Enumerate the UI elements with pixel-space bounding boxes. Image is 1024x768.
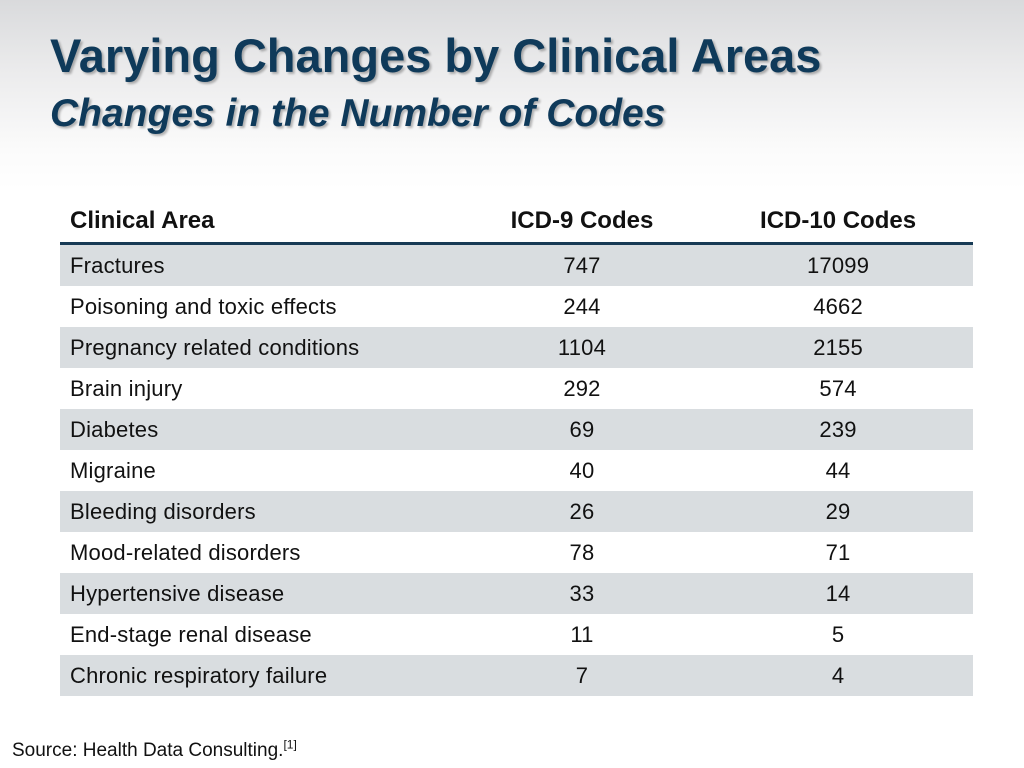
clinical-area-cell: Migraine — [60, 450, 461, 491]
clinical-area-cell: Fractures — [60, 243, 461, 286]
table-body: Fractures 747 17099 Poisoning and toxic … — [60, 243, 973, 696]
header-icd9-codes: ICD-9 Codes — [460, 200, 704, 245]
icd9-cell: 26 — [460, 491, 704, 532]
header-icd10-codes: ICD-10 Codes — [703, 200, 973, 245]
icd10-cell: 4662 — [703, 286, 973, 327]
icd9-cell: 7 — [460, 655, 704, 696]
icd10-cell: 2155 — [703, 327, 973, 368]
clinical-area-cell: Brain injury — [60, 368, 461, 409]
slide-subtitle: Changes in the Number of Codes — [50, 92, 666, 135]
table-row: Brain injury 292 574 — [60, 368, 973, 409]
header-row: Clinical Area ICD-9 Codes ICD-10 Codes — [60, 200, 973, 245]
icd9-cell: 69 — [460, 409, 704, 450]
icd9-cell: 78 — [460, 532, 704, 573]
icd9-cell: 292 — [460, 368, 704, 409]
table-row: Mood-related disorders 78 71 — [60, 532, 973, 573]
icd9-cell: 40 — [460, 450, 704, 491]
table-row: End-stage renal disease 11 5 — [60, 614, 973, 655]
icd9-cell: 1104 — [460, 327, 704, 368]
table-row: Bleeding disorders 26 29 — [60, 491, 973, 532]
clinical-area-cell: Hypertensive disease — [60, 573, 461, 614]
clinical-area-cell: End-stage renal disease — [60, 614, 461, 655]
table-row: Hypertensive disease 33 14 — [60, 573, 973, 614]
clinical-area-cell: Pregnancy related conditions — [60, 327, 461, 368]
table-row: Migraine 40 44 — [60, 450, 973, 491]
header-clinical-area: Clinical Area — [60, 200, 461, 245]
table-row: Pregnancy related conditions 1104 2155 — [60, 327, 973, 368]
icd10-cell: 17099 — [703, 243, 973, 286]
clinical-area-cell: Bleeding disorders — [60, 491, 461, 532]
icd10-cell: 14 — [703, 573, 973, 614]
icd9-cell: 33 — [460, 573, 704, 614]
icd10-cell: 5 — [703, 614, 973, 655]
codes-table: Clinical Area ICD-9 Codes ICD-10 Codes F… — [60, 200, 973, 696]
icd10-cell: 71 — [703, 532, 973, 573]
clinical-area-cell: Chronic respiratory failure — [60, 655, 461, 696]
icd9-cell: 11 — [460, 614, 704, 655]
source-citation: Source: Health Data Consulting.[1] — [12, 737, 297, 762]
icd9-cell: 244 — [460, 286, 704, 327]
icd10-cell: 29 — [703, 491, 973, 532]
table-row: Diabetes 69 239 — [60, 409, 973, 450]
icd10-cell: 44 — [703, 450, 973, 491]
icd10-cell: 239 — [703, 409, 973, 450]
icd10-cell: 4 — [703, 655, 973, 696]
table-row: Chronic respiratory failure 7 4 — [60, 655, 973, 696]
table-row: Fractures 747 17099 — [60, 243, 973, 286]
clinical-area-cell: Diabetes — [60, 409, 461, 450]
slide-title: Varying Changes by Clinical Areas — [50, 29, 822, 82]
table-row: Poisoning and toxic effects 244 4662 — [60, 286, 973, 327]
icd9-cell: 747 — [460, 243, 704, 286]
clinical-area-cell: Poisoning and toxic effects — [60, 286, 461, 327]
source-text: Source: Health Data Consulting. — [12, 740, 284, 761]
table-header: Clinical Area ICD-9 Codes ICD-10 Codes — [60, 200, 973, 245]
icd10-cell: 574 — [703, 368, 973, 409]
reference-marker: [1] — [283, 737, 297, 752]
clinical-area-cell: Mood-related disorders — [60, 532, 461, 573]
